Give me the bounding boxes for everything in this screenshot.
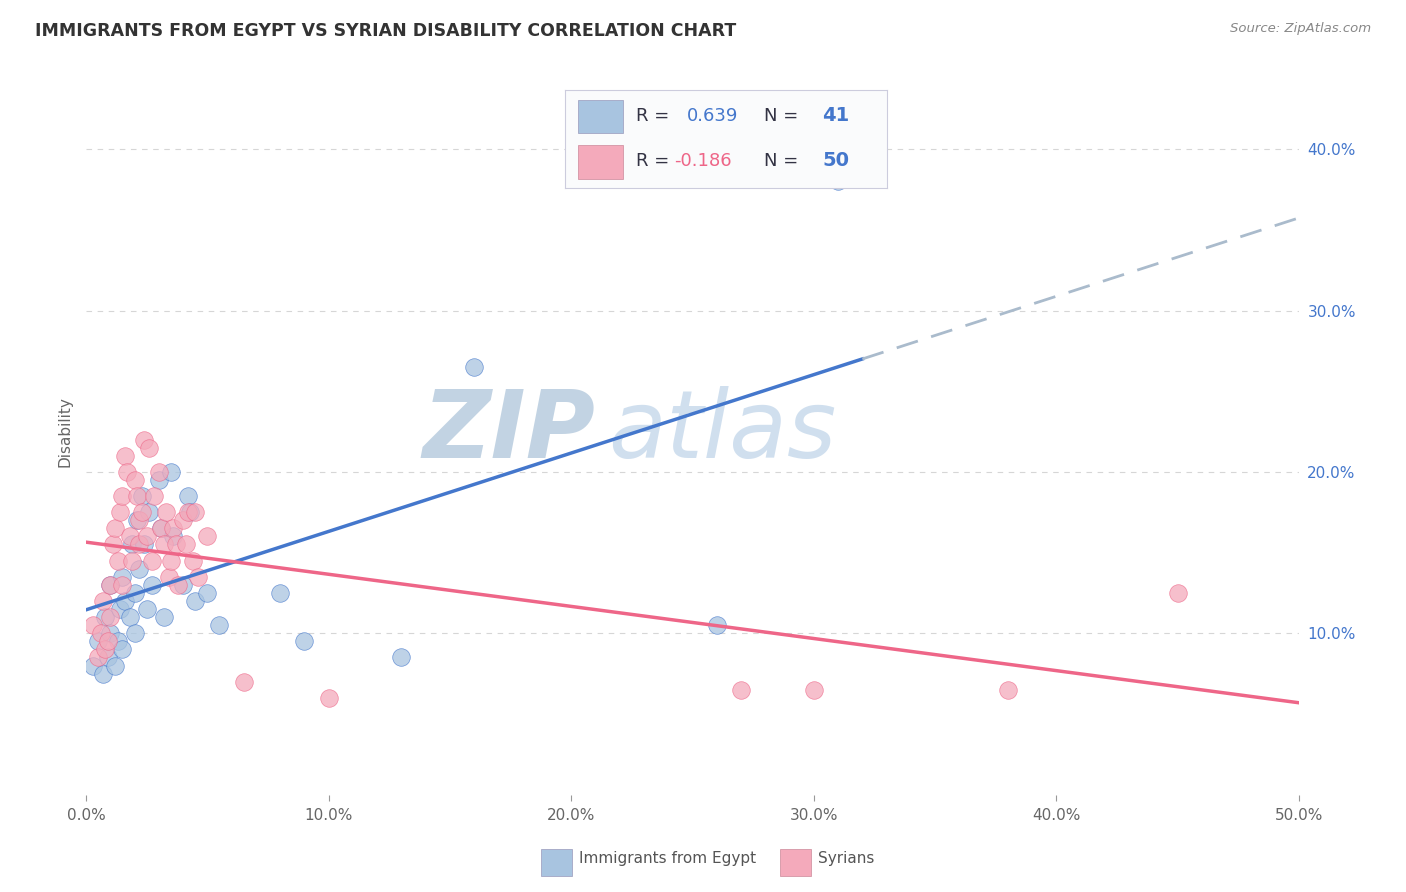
- Point: [184, 505, 207, 519]
- Point: [187, 570, 209, 584]
- Point: [167, 578, 190, 592]
- Text: Immigrants from Egypt: Immigrants from Egypt: [579, 851, 756, 866]
- Point: [124, 586, 146, 600]
- Point: [134, 537, 156, 551]
- Point: [143, 489, 166, 503]
- Point: [91, 594, 114, 608]
- Point: [124, 626, 146, 640]
- Point: [101, 537, 124, 551]
- Point: [157, 570, 180, 584]
- Point: [177, 505, 200, 519]
- Point: [104, 521, 127, 535]
- Point: [174, 537, 197, 551]
- Y-axis label: Disability: Disability: [58, 396, 72, 467]
- Point: [177, 489, 200, 503]
- Point: [124, 473, 146, 487]
- Point: [117, 465, 139, 479]
- Text: ZIP: ZIP: [423, 385, 596, 477]
- Point: [104, 658, 127, 673]
- Point: [82, 618, 104, 632]
- Point: [179, 505, 201, 519]
- Point: [165, 537, 187, 551]
- Point: [135, 529, 157, 543]
- Point: [125, 489, 148, 503]
- Point: [318, 690, 340, 705]
- Point: [181, 554, 204, 568]
- Point: [150, 521, 173, 535]
- Point: [141, 554, 163, 568]
- Point: [172, 513, 194, 527]
- Point: [141, 578, 163, 592]
- Point: [135, 602, 157, 616]
- Point: [150, 521, 173, 535]
- Point: [730, 682, 752, 697]
- Point: [98, 578, 121, 592]
- Point: [107, 634, 129, 648]
- Point: [152, 610, 174, 624]
- Point: [94, 642, 117, 657]
- Point: [107, 554, 129, 568]
- Point: [125, 513, 148, 527]
- Point: [114, 594, 136, 608]
- Point: [134, 433, 156, 447]
- Point: [160, 465, 183, 479]
- Point: [195, 529, 218, 543]
- Text: IMMIGRANTS FROM EGYPT VS SYRIAN DISABILITY CORRELATION CHART: IMMIGRANTS FROM EGYPT VS SYRIAN DISABILI…: [35, 22, 737, 40]
- Point: [232, 674, 254, 689]
- Point: [195, 586, 218, 600]
- Point: [111, 570, 134, 584]
- Point: [98, 626, 121, 640]
- Point: [160, 554, 183, 568]
- Point: [121, 554, 143, 568]
- Point: [94, 610, 117, 624]
- Point: [138, 505, 160, 519]
- Point: [128, 537, 150, 551]
- Point: [1167, 586, 1189, 600]
- Point: [87, 634, 110, 648]
- Point: [118, 529, 141, 543]
- Point: [148, 473, 170, 487]
- Point: [128, 513, 150, 527]
- Point: [148, 465, 170, 479]
- Point: [118, 610, 141, 624]
- Point: [138, 441, 160, 455]
- Point: [98, 610, 121, 624]
- Point: [91, 666, 114, 681]
- Text: Source: ZipAtlas.com: Source: ZipAtlas.com: [1230, 22, 1371, 36]
- Point: [162, 521, 184, 535]
- Point: [184, 594, 207, 608]
- Text: Syrians: Syrians: [818, 851, 875, 866]
- Point: [131, 489, 153, 503]
- Point: [121, 537, 143, 551]
- Point: [97, 650, 120, 665]
- Point: [111, 489, 134, 503]
- Point: [803, 682, 825, 697]
- Point: [391, 650, 413, 665]
- Point: [108, 602, 131, 616]
- Point: [463, 359, 485, 374]
- Point: [128, 562, 150, 576]
- Point: [997, 682, 1019, 697]
- Point: [155, 505, 177, 519]
- Point: [706, 618, 728, 632]
- Point: [111, 578, 134, 592]
- Point: [172, 578, 194, 592]
- Point: [294, 634, 316, 648]
- Point: [131, 505, 153, 519]
- Point: [114, 449, 136, 463]
- Point: [108, 505, 131, 519]
- Point: [90, 626, 112, 640]
- Point: [98, 578, 121, 592]
- Point: [269, 586, 291, 600]
- Point: [87, 650, 110, 665]
- Point: [162, 529, 184, 543]
- Point: [208, 618, 231, 632]
- Point: [827, 174, 849, 188]
- Point: [82, 658, 104, 673]
- Point: [111, 642, 134, 657]
- Point: [97, 634, 120, 648]
- Point: [152, 537, 174, 551]
- Text: atlas: atlas: [607, 386, 837, 477]
